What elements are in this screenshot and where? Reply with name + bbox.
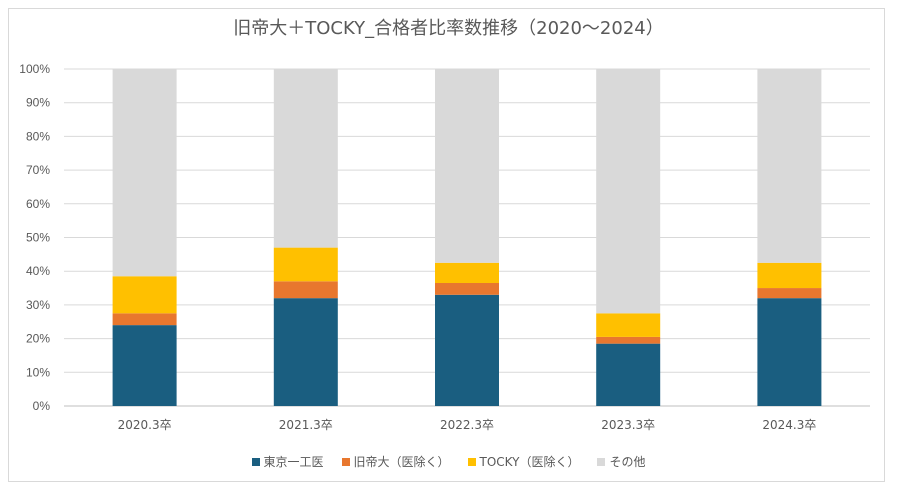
x-tick-label: 2020.3卒 — [118, 418, 172, 432]
y-tick-label: 10% — [26, 365, 50, 379]
bar-segment — [757, 69, 822, 263]
bar-segment — [112, 325, 177, 406]
x-tick-label: 2024.3卒 — [762, 418, 816, 432]
legend-label: 旧帝大（医除く） — [353, 455, 450, 469]
bar-segment — [757, 288, 822, 299]
y-tick-label: 70% — [26, 163, 50, 177]
bar-segment — [112, 313, 177, 326]
y-tick-label: 100% — [19, 62, 50, 76]
bar-segment — [435, 294, 499, 406]
bar-segment — [435, 262, 499, 283]
bar-segment — [273, 247, 338, 282]
bar-segment — [273, 298, 338, 406]
bar-segment — [757, 262, 822, 289]
bar-segment — [596, 336, 661, 344]
legend-swatch — [597, 457, 606, 466]
bar-segment — [596, 69, 661, 314]
chart-legend: 東京一工医 旧帝大（医除く） TOCKY（医除く） その他 — [0, 453, 897, 470]
y-tick-label: 0% — [33, 399, 51, 413]
bar-segment — [596, 313, 661, 337]
chart-title: 旧帝大＋TOCKY_合格者比率数推移（2020～2024） — [233, 18, 664, 39]
legend-label: その他 — [609, 455, 646, 469]
bar-segment — [757, 298, 822, 406]
y-tick-label: 90% — [26, 96, 50, 110]
legend-swatch — [251, 457, 260, 466]
legend-item: その他 — [597, 453, 645, 470]
bar-segment — [435, 282, 499, 295]
bar-segment — [273, 69, 338, 248]
y-tick-label: 40% — [26, 264, 50, 278]
bar-segment — [112, 276, 177, 314]
legend-item: 東京一工医 — [251, 453, 324, 470]
bar-segment — [112, 69, 177, 277]
legend-swatch — [341, 457, 350, 466]
y-tick-label: 80% — [26, 129, 50, 143]
bar-segment — [273, 281, 338, 299]
y-tick-label: 50% — [26, 231, 50, 245]
x-tick-label: 2021.3卒 — [279, 418, 333, 432]
legend-item: 旧帝大（医除く） — [341, 453, 450, 470]
y-tick-label: 30% — [26, 298, 50, 312]
bar-segment — [435, 69, 499, 263]
x-tick-label: 2023.3卒 — [601, 418, 655, 432]
legend-label: 東京一工医 — [263, 455, 324, 469]
legend-swatch — [467, 457, 476, 466]
bar-segment — [596, 343, 661, 406]
y-tick-label: 60% — [26, 197, 50, 211]
legend-item: TOCKY（医除く） — [467, 453, 580, 470]
x-tick-label: 2022.3卒 — [440, 418, 494, 432]
legend-label: TOCKY（医除く） — [479, 455, 580, 469]
y-tick-label: 20% — [26, 332, 50, 346]
